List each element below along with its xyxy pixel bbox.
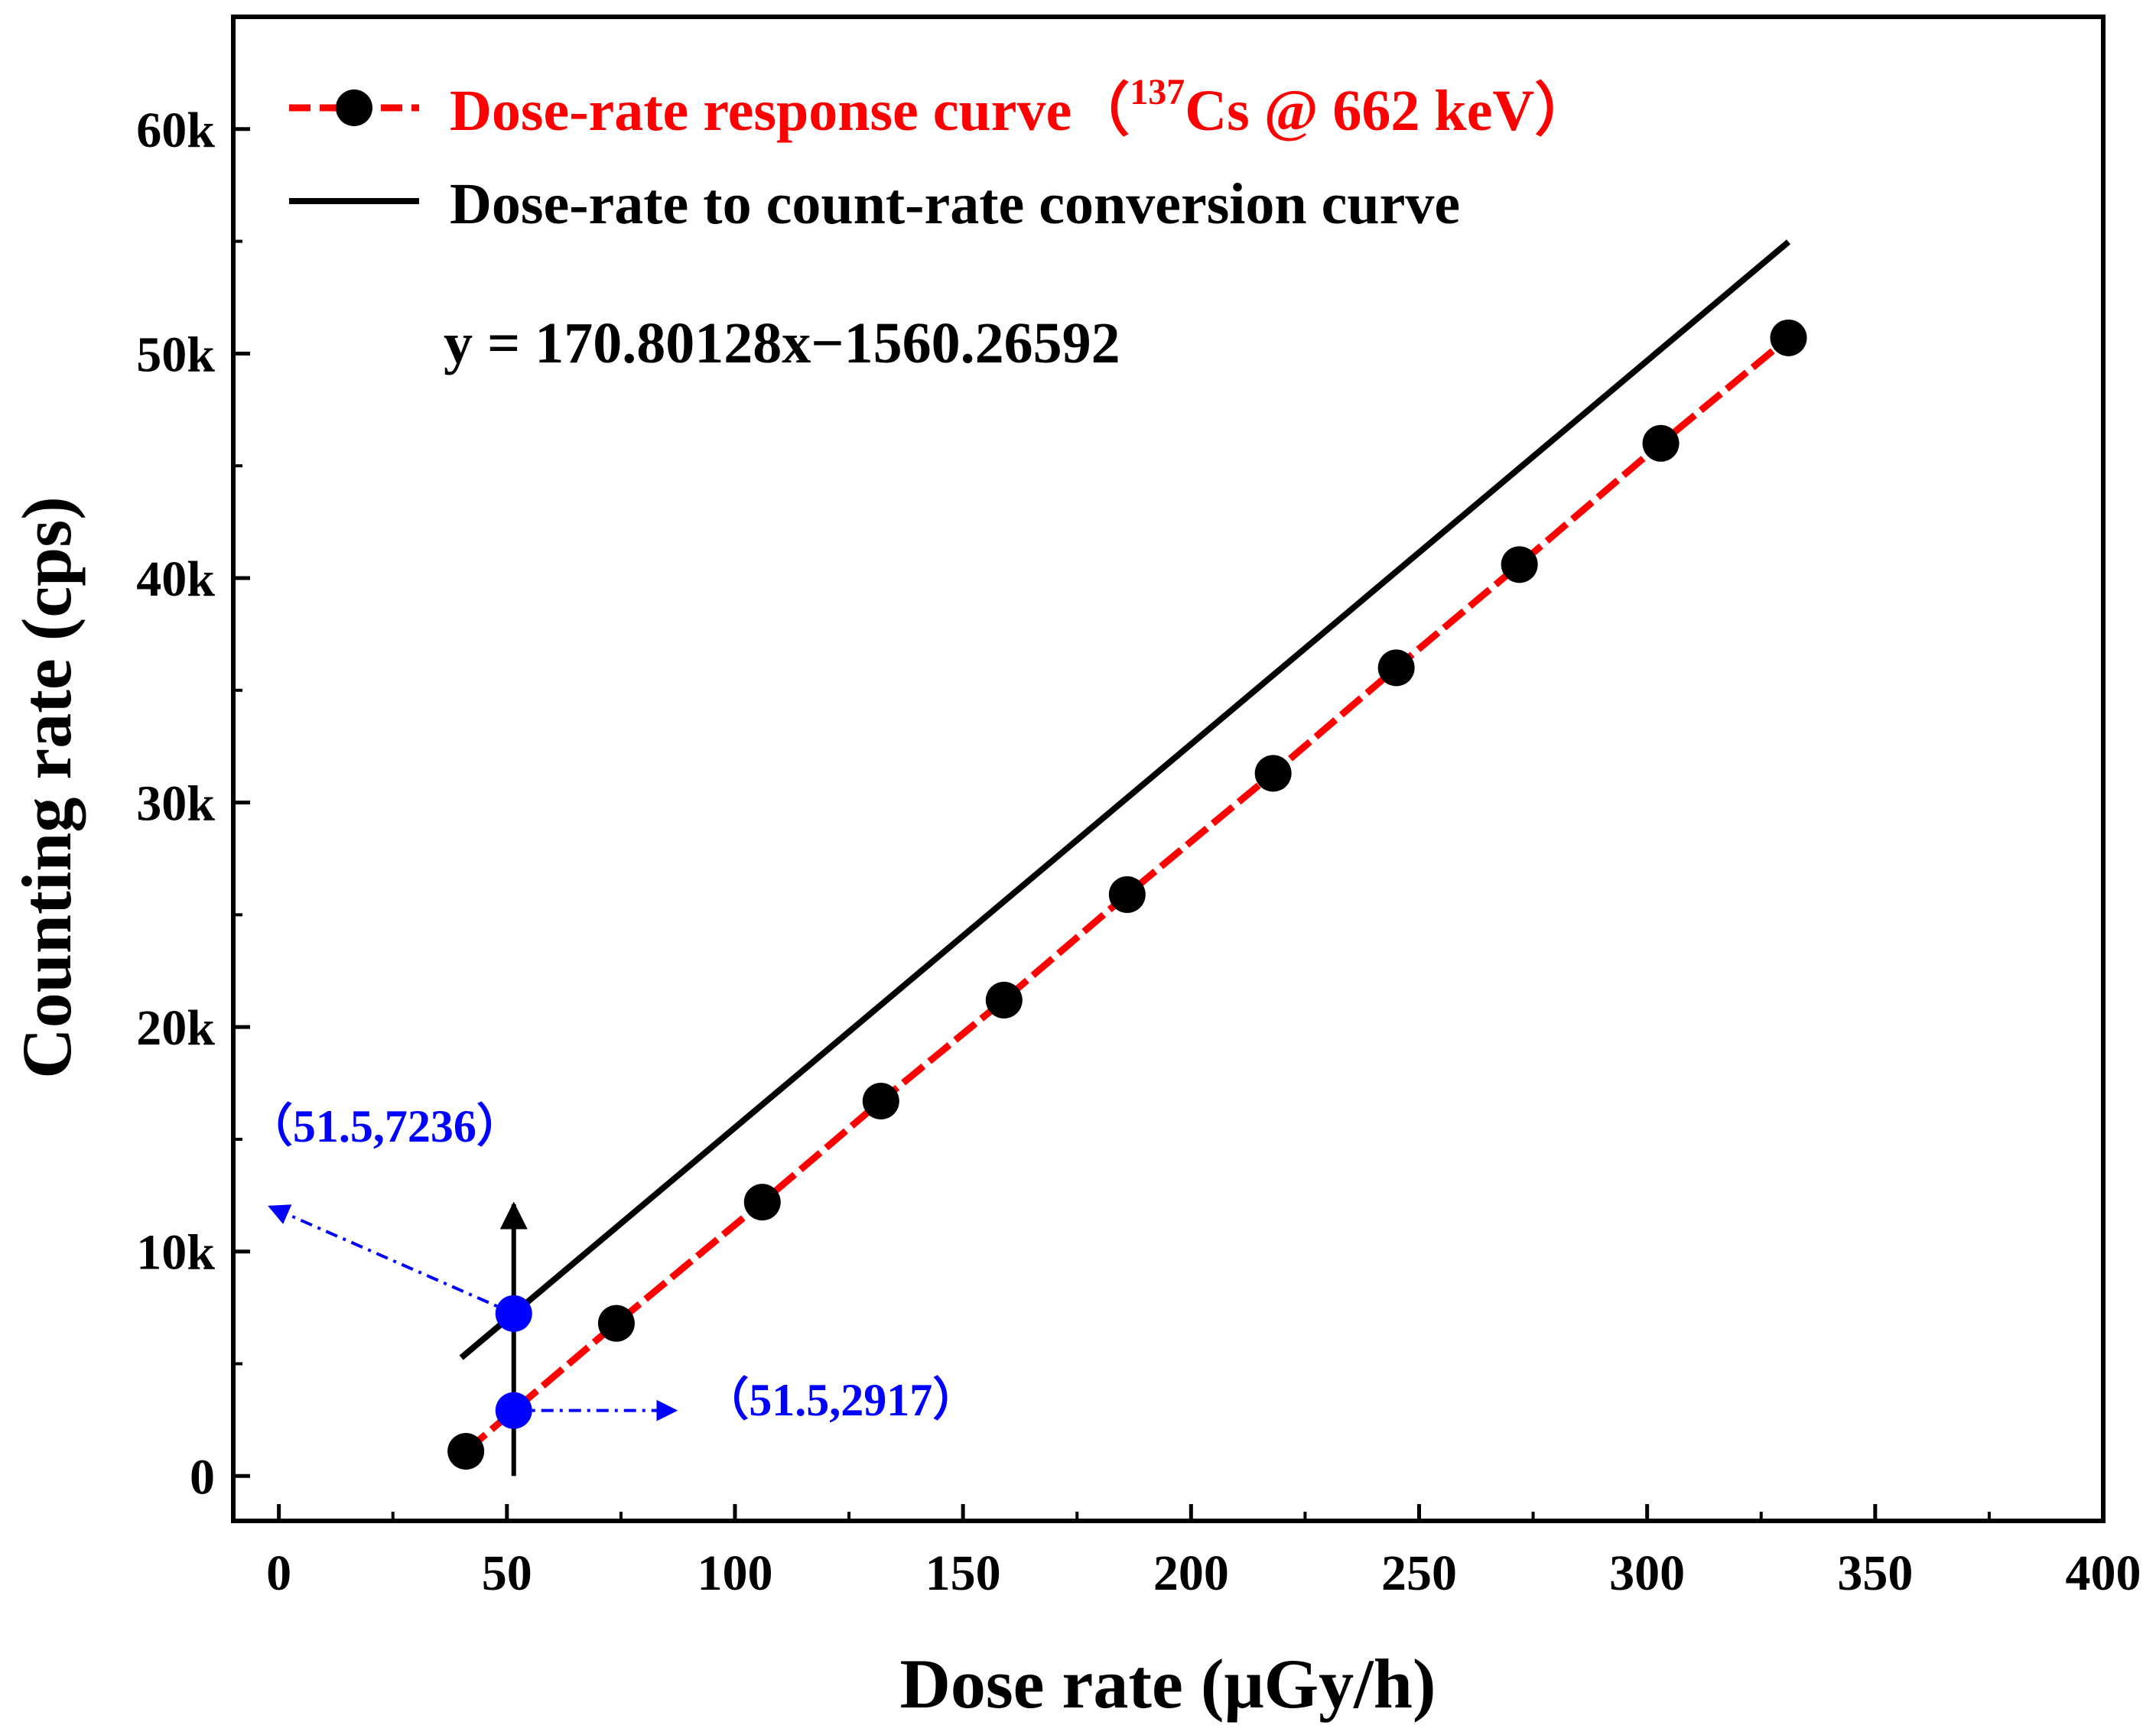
y-tick-label: 50k <box>136 327 215 382</box>
fit-equation: y = 170.80128x−1560.26592 <box>444 311 1120 375</box>
response-data-point <box>447 1432 485 1470</box>
y-tick-label: 0 <box>190 1449 215 1505</box>
x-tick-label: 250 <box>1381 1545 1457 1601</box>
x-tick-label: 200 <box>1153 1545 1229 1601</box>
response-data-point <box>862 1083 899 1120</box>
legend-conversion-label: Dose-rate to count-rate conversion curve <box>450 172 1460 236</box>
plot-frame <box>231 15 2106 1523</box>
legend: Dose-rate response curve（137Cs @ 662 keV… <box>289 72 1592 236</box>
x-axis-tick-labels: 0 50 100 150 200 250 300 350 400 <box>266 1545 2141 1601</box>
annotation-point <box>495 1392 532 1429</box>
y-tick-label: 30k <box>136 776 215 832</box>
response-data-point <box>1377 649 1415 687</box>
x-tick-label: 300 <box>1609 1545 1685 1601</box>
x-tick-label: 0 <box>266 1545 291 1601</box>
annotations: （51.5,7236） （51.5,2917） <box>247 1100 978 1429</box>
legend-response-marker <box>336 89 372 126</box>
annotation-label: （51.5,2917） <box>703 1374 978 1425</box>
y-tick-label: 10k <box>136 1225 215 1281</box>
x-tick-label: 400 <box>2066 1545 2141 1601</box>
annotation-point <box>495 1295 532 1332</box>
annotation-label: （51.5,7236） <box>247 1100 522 1152</box>
x-tick-label: 150 <box>925 1545 1001 1601</box>
response-data-point <box>1108 876 1146 913</box>
x-tick-label: 50 <box>482 1545 532 1601</box>
response-data-point <box>743 1184 781 1221</box>
y-axis-tick-labels: 0 10k 20k 30k 40k 50k 60k <box>136 102 215 1505</box>
x-tick-label: 100 <box>697 1545 772 1601</box>
conversion-curve-line <box>459 239 1791 1360</box>
response-data-point <box>1642 424 1680 462</box>
series-lines <box>459 239 1791 1477</box>
x-tick-label: 350 <box>1837 1545 1913 1601</box>
y-axis-ticks <box>233 127 250 1478</box>
y-tick-label: 60k <box>136 102 215 158</box>
response-data-point <box>1770 319 1807 356</box>
x-axis-label: Dose rate (μGy/h) <box>899 1645 1436 1723</box>
response-data-point <box>1501 546 1538 583</box>
legend-response-label: Dose-rate response curve（137Cs @ 662 keV… <box>450 72 1592 143</box>
y-tick-label: 40k <box>136 551 215 607</box>
y-tick-label: 20k <box>136 1000 215 1056</box>
x-axis-ticks <box>277 1504 2106 1521</box>
response-data-point <box>985 981 1023 1019</box>
response-data-point <box>597 1304 635 1342</box>
annotation-arrow <box>268 1204 515 1315</box>
response-data-point <box>1254 755 1292 792</box>
data-markers <box>447 319 1807 1470</box>
y-axis-label: Counting rate (cps) <box>8 496 86 1079</box>
